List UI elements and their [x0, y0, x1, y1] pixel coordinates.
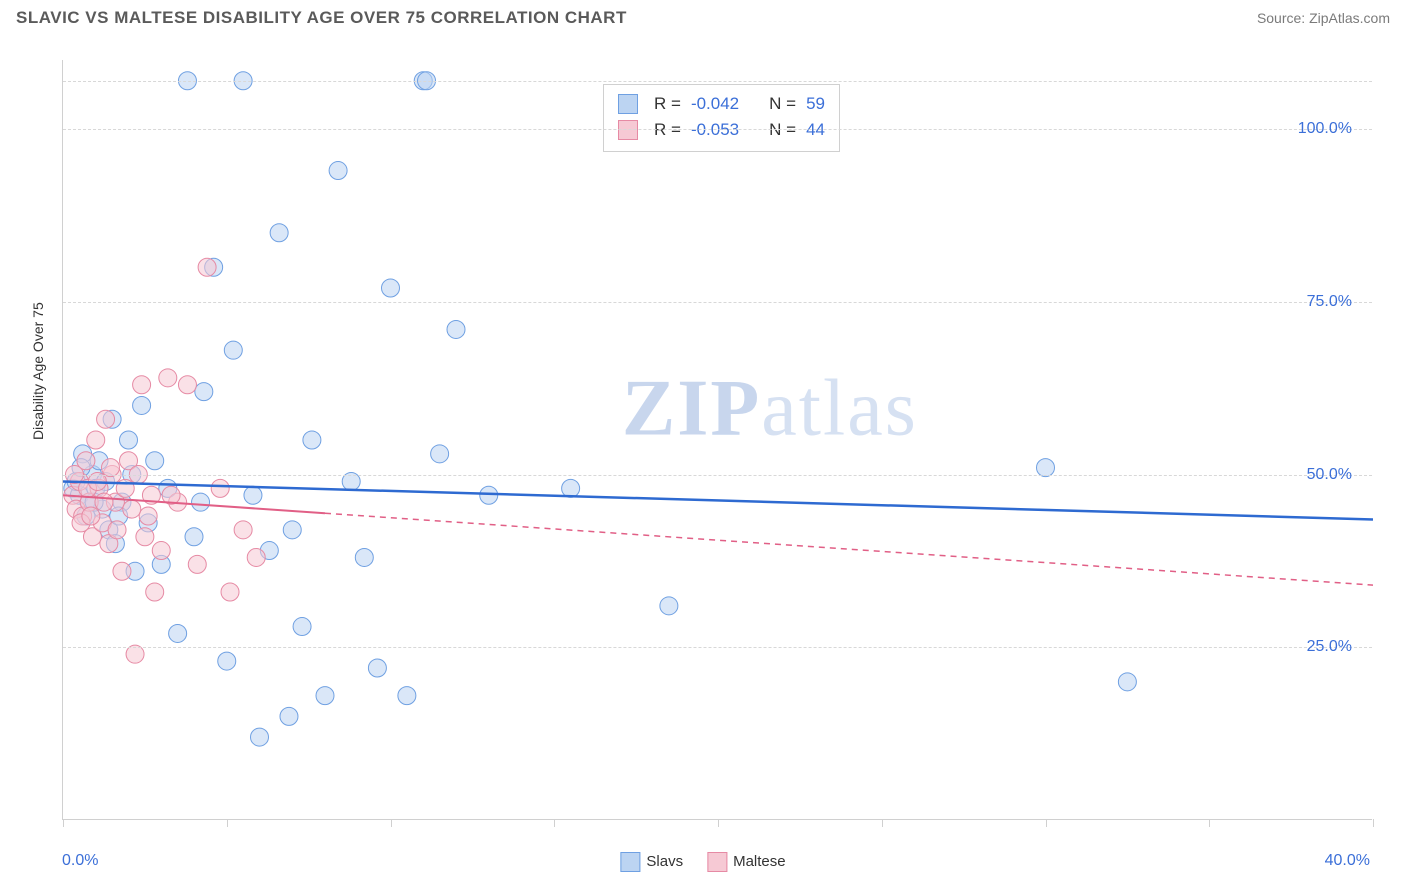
data-point [244, 486, 262, 504]
data-point [87, 431, 105, 449]
y-tick-label: 25.0% [1307, 638, 1352, 656]
chart-container: Disability Age Over 75 ZIPatlas R = -0.0… [16, 40, 1390, 880]
data-point [234, 521, 252, 539]
x-tick [882, 819, 883, 827]
data-point [247, 548, 265, 566]
data-point [303, 431, 321, 449]
data-point [280, 707, 298, 725]
data-point [159, 369, 177, 387]
data-point [192, 493, 210, 511]
data-point [398, 687, 416, 705]
gridline [63, 129, 1372, 130]
data-point [169, 624, 187, 642]
legend-item: Maltese [707, 852, 786, 872]
data-point [133, 396, 151, 414]
data-point [97, 410, 115, 428]
x-tick [391, 819, 392, 827]
gridline [63, 647, 1372, 648]
x-tick [718, 819, 719, 827]
y-tick-label: 50.0% [1307, 466, 1352, 484]
legend-label: Slavs [646, 853, 683, 870]
gridline [63, 81, 1372, 82]
data-point [178, 376, 196, 394]
data-point [431, 445, 449, 463]
data-point [480, 486, 498, 504]
data-point [82, 507, 100, 525]
data-point [447, 320, 465, 338]
x-axis-max-label: 40.0% [1325, 852, 1370, 870]
data-point [198, 258, 216, 276]
chart-title: SLAVIC VS MALTESE DISABILITY AGE OVER 75… [16, 8, 627, 28]
data-point [136, 528, 154, 546]
source-attribution: Source: ZipAtlas.com [1257, 10, 1390, 26]
legend-label: Maltese [733, 853, 786, 870]
y-tick-label: 75.0% [1307, 293, 1352, 311]
data-point [152, 542, 170, 560]
data-point [195, 383, 213, 401]
plot-area: ZIPatlas R = -0.042N = 59R = -0.053N = 4… [62, 60, 1372, 820]
data-point [293, 618, 311, 636]
data-point [146, 583, 164, 601]
data-point [211, 479, 229, 497]
x-tick [227, 819, 228, 827]
data-point [108, 521, 126, 539]
legend-swatch [620, 852, 640, 872]
data-point [251, 728, 269, 746]
data-point [562, 479, 580, 497]
x-axis-min-label: 0.0% [62, 852, 98, 870]
y-axis-label: Disability Age Over 75 [30, 302, 46, 440]
data-point [133, 376, 151, 394]
data-point [221, 583, 239, 601]
data-point [329, 162, 347, 180]
gridline [63, 475, 1372, 476]
data-point [368, 659, 386, 677]
data-point [283, 521, 301, 539]
data-point [146, 452, 164, 470]
x-tick [1209, 819, 1210, 827]
y-tick-label: 100.0% [1298, 120, 1352, 138]
legend-swatch [707, 852, 727, 872]
data-point [355, 548, 373, 566]
trend-line-dashed [325, 513, 1373, 585]
series-legend: Slavs Maltese [620, 852, 785, 872]
data-point [139, 507, 157, 525]
data-point [120, 431, 138, 449]
legend-item: Slavs [620, 852, 683, 872]
data-point [188, 555, 206, 573]
data-point [95, 493, 113, 511]
x-tick [1046, 819, 1047, 827]
data-point [660, 597, 678, 615]
data-point [123, 500, 141, 518]
data-point [1118, 673, 1136, 691]
x-tick [554, 819, 555, 827]
x-tick [1373, 819, 1374, 827]
scatter-svg [63, 60, 1373, 820]
data-point [113, 562, 131, 580]
gridline [63, 302, 1372, 303]
data-point [224, 341, 242, 359]
data-point [316, 687, 334, 705]
data-point [382, 279, 400, 297]
data-point [185, 528, 203, 546]
data-point [270, 224, 288, 242]
x-tick [63, 819, 64, 827]
data-point [218, 652, 236, 670]
